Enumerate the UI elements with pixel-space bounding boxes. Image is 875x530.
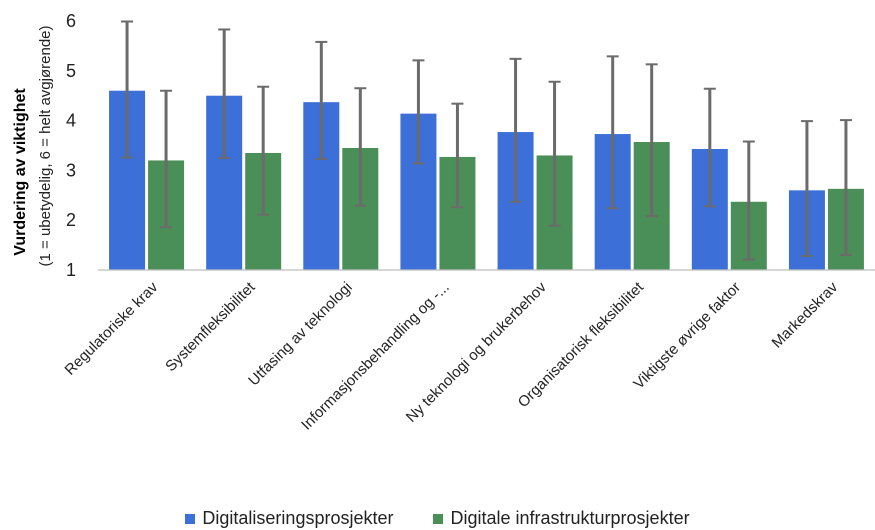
y-tick-label: 6 (66, 11, 76, 31)
legend-label: Digitale infrastrukturprosjekter (450, 508, 690, 528)
legend-item-infrastruktur: Digitale infrastrukturprosjekter (433, 508, 690, 529)
legend: Digitaliseringsprosjekter Digitale infra… (0, 507, 875, 530)
legend-item-digitalisering: Digitaliseringsprosjekter (185, 508, 393, 529)
y-axis-title: Vurdering av viktighet (1 = ubetydelig, … (12, 26, 54, 267)
y-axis-ticks: 1 2 3 4 5 6 (66, 11, 76, 280)
legend-label: Digitaliseringsprosjekter (202, 508, 394, 528)
y-axis-label: Vurdering av viktighet (12, 88, 29, 256)
y-axis-sublabel: (1 = ubetydelig, 6 = helt avgjørende) (37, 26, 54, 267)
legend-swatch-green (433, 513, 444, 524)
x-tick-label: Utfasing av teknologi (245, 279, 355, 389)
x-tick-label: Markedskrav (769, 278, 842, 351)
x-tick-label: Systemfleksibilitet (162, 278, 259, 375)
x-axis-labels: Regulatoriske krav SystemfleksibilitetUtf… (62, 278, 842, 433)
y-tick-label: 4 (66, 111, 76, 131)
y-tick-label: 1 (66, 260, 76, 280)
x-tick-label: Viktigste øvrige faktor (630, 279, 744, 393)
x-tick-label: Regulatoriske krav (62, 278, 162, 378)
y-tick-label: 5 (66, 61, 76, 81)
legend-swatch-blue (185, 513, 196, 524)
y-tick-label: 2 (66, 210, 76, 230)
plot-area (109, 20, 864, 271)
y-tick-label: 3 (66, 160, 76, 180)
